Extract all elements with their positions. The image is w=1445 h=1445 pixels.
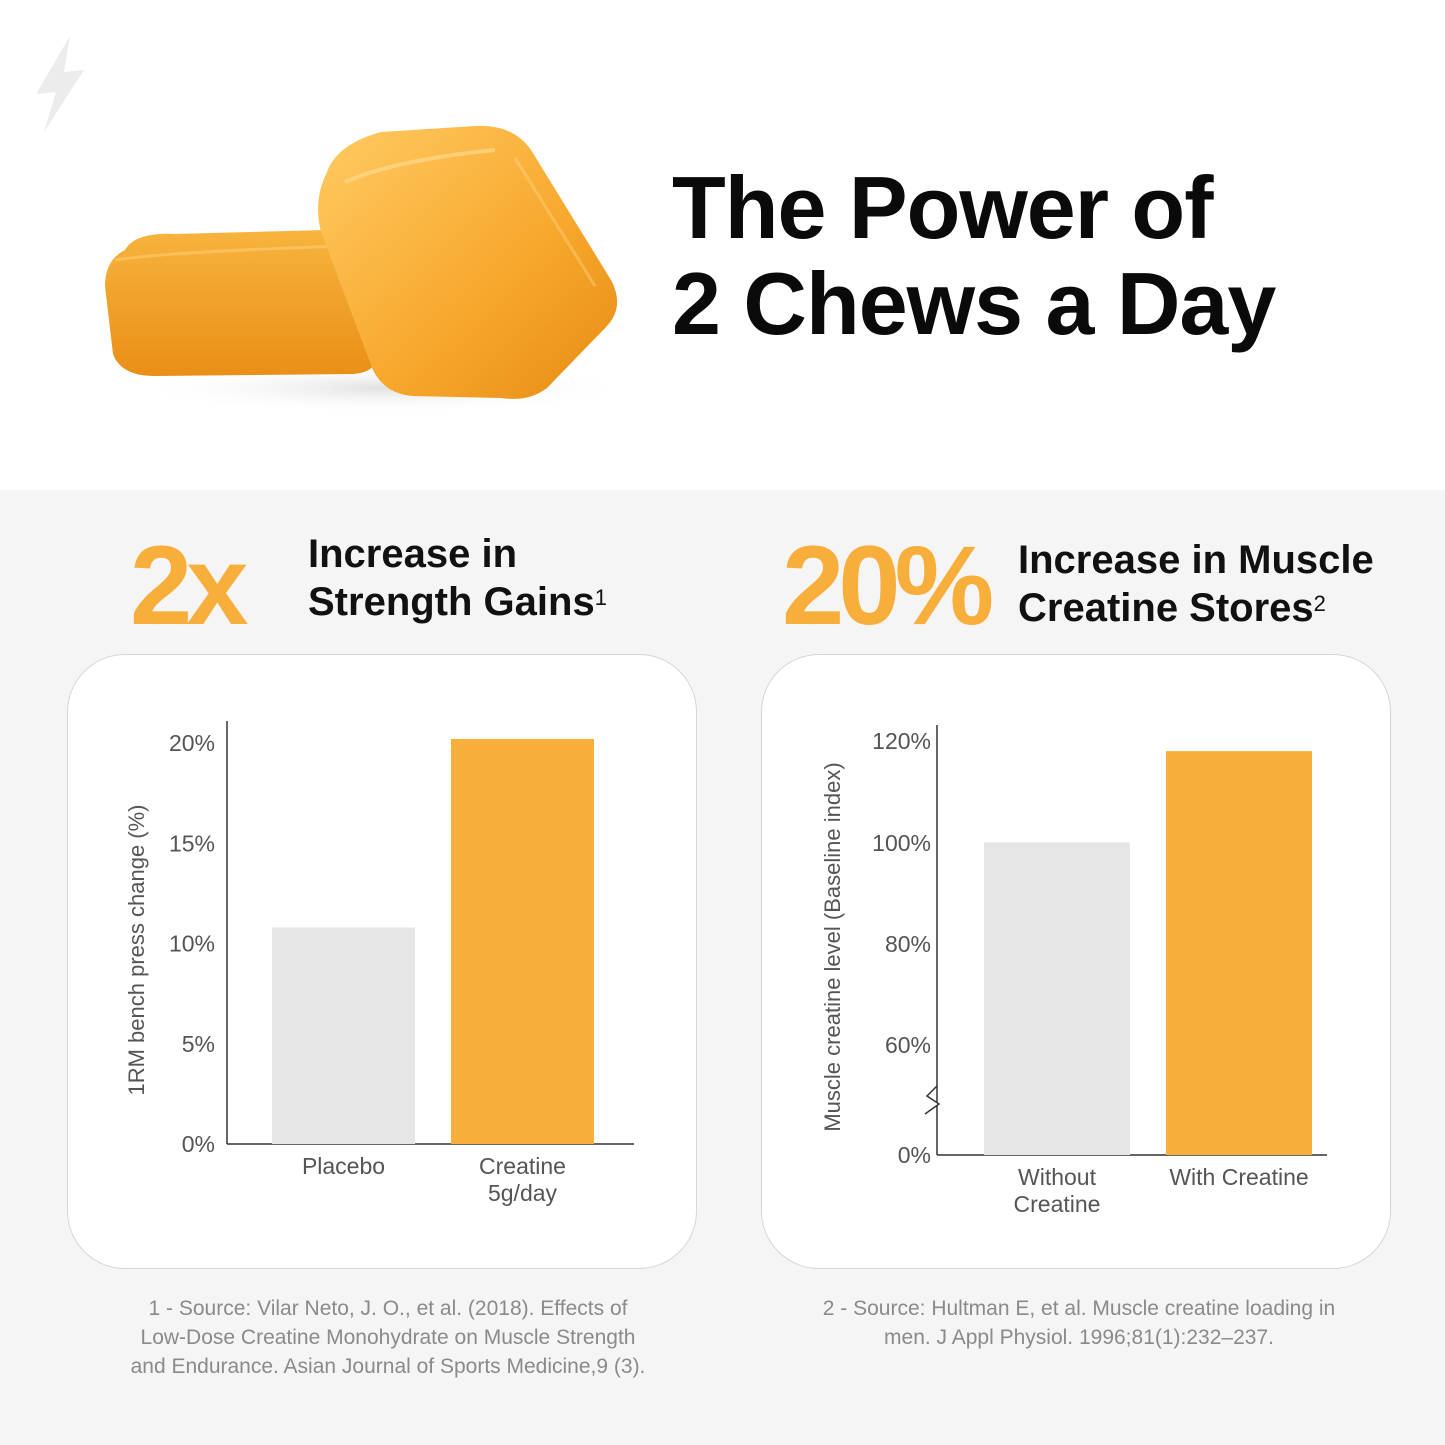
page-title: The Power of 2 Chews a Day [672,158,1276,353]
bar [984,842,1130,1155]
y-tick-label: 15% [169,830,215,856]
chart-card-strength: 0% 5% 10% 15% 20% 1RM bench press change (%) P… [67,654,697,1269]
y-tick-label: 0% [898,1142,931,1168]
x-tick-label: Creatine [479,1153,566,1179]
x-tick-label: Creatine [1014,1191,1101,1217]
y-tick-label: 80% [885,931,931,957]
y-tick-label: 5% [182,1031,215,1057]
source-note-2: 2 - Source: Hultman E, et al. Muscle cre… [761,1294,1397,1352]
page-title-line2: 2 Chews a Day [672,254,1276,353]
source-1-line: 1 - Source: Vilar Neto, J. O., et al. (2… [148,1297,628,1320]
source-2-line: men. J Appl Physiol. 1996;81(1):232–237. [884,1326,1274,1349]
creatine-bar-chart: 0% 60% 80% 100% 120% Muscle creatine level (B… [820,725,1327,1217]
stat-strength-line2: Strength Gains1 [308,578,607,626]
bar [451,738,594,1144]
bolt-logo-icon [36,36,84,132]
caramel-chews-image [105,125,635,414]
x-tick-label: 5g/day [488,1180,558,1206]
stat-creatine-line1: Increase in Muscle [1018,538,1374,582]
y-axis-label: Muscle creatine level (Baseline index) [820,762,845,1131]
x-tick-label: Without [1018,1164,1097,1190]
y-tick-label: 20% [169,730,215,756]
source-note-1: 1 - Source: Vilar Neto, J. O., et al. (2… [67,1294,709,1381]
stat-strength-line1: Increase in [308,532,518,576]
y-axis-label: 1RM bench press change (%) [124,804,149,1095]
stat-strength-text: Increase in Strength Gains1 [308,530,607,626]
page-title-line1: The Power of [672,158,1214,257]
x-tick-label: With Creatine [1169,1164,1308,1190]
stat-creatine-line2: Creatine Stores2 [1018,584,1374,632]
stat-creatine-footnote: 2 [1313,591,1326,616]
stat-strength-big: 2x [130,523,249,648]
axis-break-marker [924,1085,941,1115]
chart-card-creatine: 0% 60% 80% 100% 120% Muscle creatine level (B… [761,654,1391,1269]
source-2-line: 2 - Source: Hultman E, et al. Muscle cre… [822,1297,1336,1320]
hero-section: The Power of 2 Chews a Day [0,0,1445,490]
stat-strength-footnote: 1 [594,585,607,610]
y-tick-label: 60% [885,1032,931,1058]
source-1-line: and Endurance. Asian Journal of Sports M… [130,1355,646,1378]
y-tick-label: 0% [182,1131,215,1157]
stat-creatine-text: Increase in Muscle Creatine Stores2 [1018,536,1374,632]
stat-creatine-line2-text: Creatine Stores [1018,586,1314,630]
y-tick-label: 120% [872,728,931,754]
source-1-line: Low-Dose Creatine Monohydrate on Muscle … [140,1326,636,1349]
y-tick-label: 10% [169,931,215,957]
stat-creatine-big: 20% [782,523,994,648]
bar [272,927,415,1144]
stat-strength-line2-text: Strength Gains [308,580,595,624]
bar [1166,751,1312,1155]
y-tick-label: 100% [872,830,931,856]
strength-bar-chart: 0% 5% 10% 15% 20% 1RM bench press change (%) P… [124,721,634,1206]
x-tick-label: Placebo [302,1153,385,1179]
